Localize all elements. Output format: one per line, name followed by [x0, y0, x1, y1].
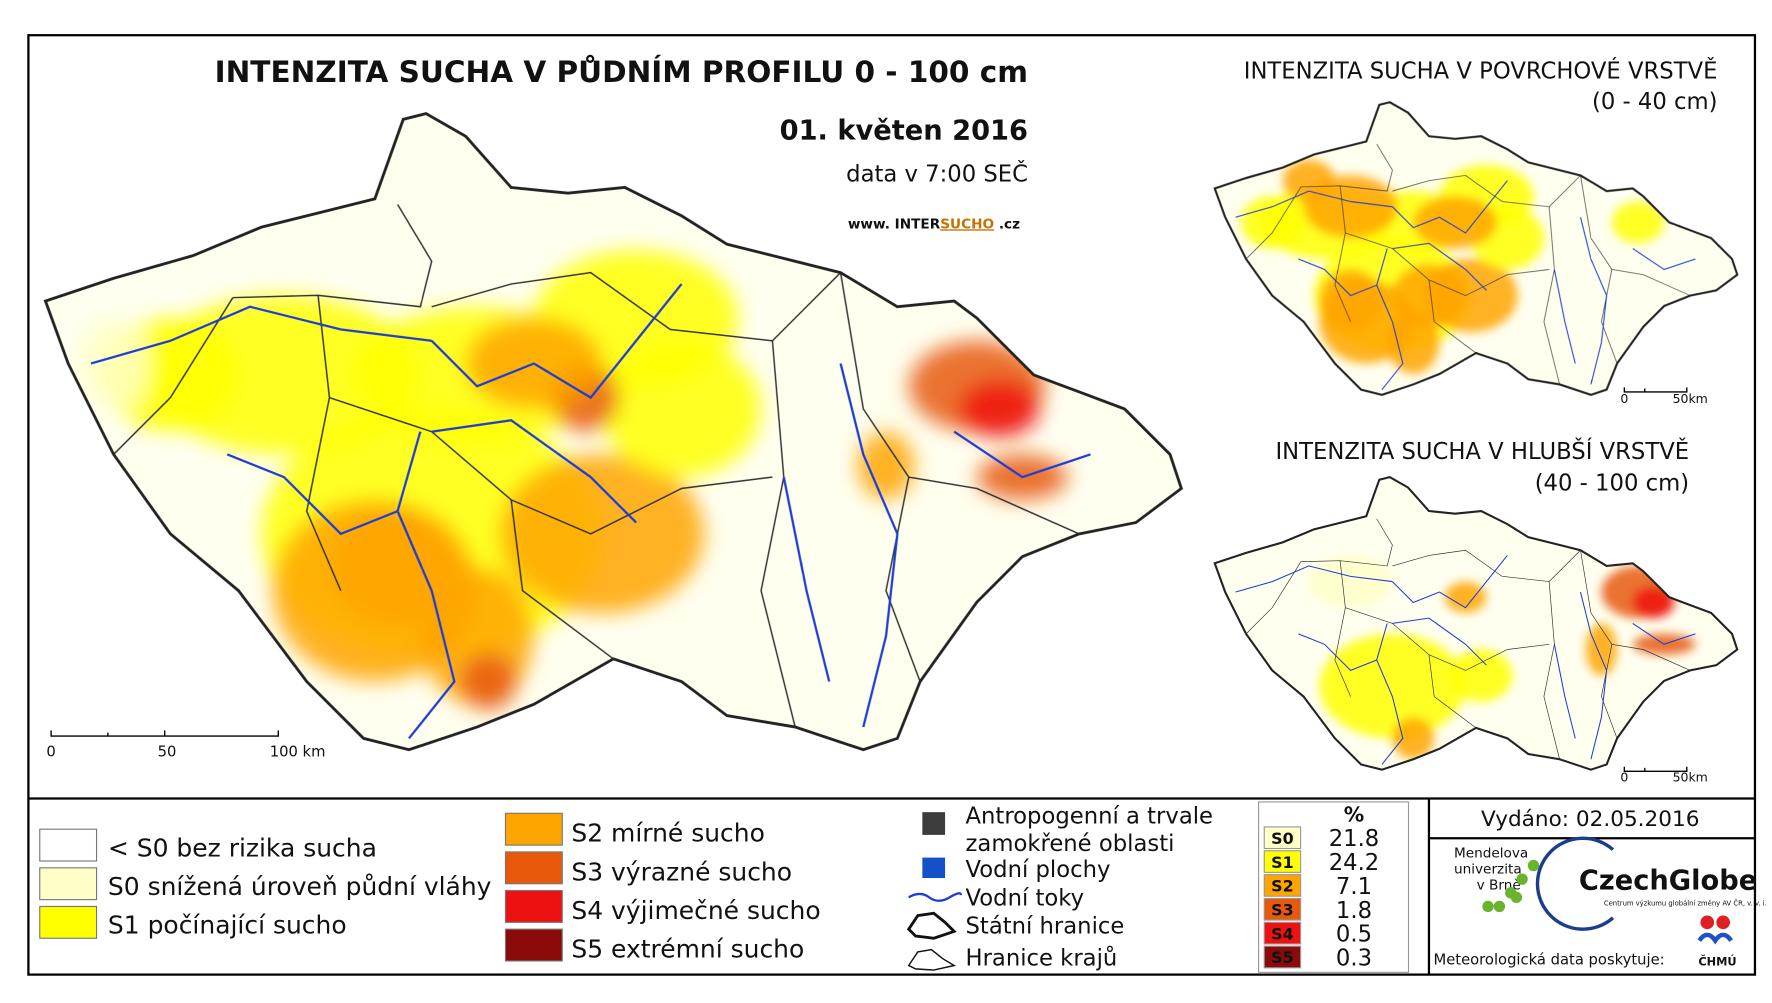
stats-class: S4 [1271, 924, 1294, 943]
anthropogenic-icon [922, 812, 945, 835]
legend-swatch [505, 852, 562, 884]
drought-area [1241, 196, 1304, 248]
website-part: SUCHO [940, 216, 994, 232]
scale-label: 100 km [270, 744, 326, 761]
stats-class: S1 [1271, 853, 1294, 872]
legend-swatch [505, 929, 562, 961]
scale-label: 50km [1673, 391, 1708, 406]
legend-label: Hranice krajů [966, 945, 1118, 972]
stats-class: S0 [1271, 829, 1294, 848]
drought-area [1392, 264, 1465, 327]
czechglobe-sub: Centrum výzkumu globální změny AV ČR, v.… [1604, 898, 1767, 907]
water-icon [922, 858, 945, 878]
page: INTENZITA SUCHA V PŮDNÍM PROFILU 0 - 100… [0, 0, 1772, 1003]
stats-value: 0.5 [1336, 922, 1372, 948]
legend-label: S0 snížená úroveň půdní vláhy [108, 872, 492, 901]
drought-area [1319, 269, 1382, 332]
drought-area [1319, 634, 1465, 739]
legend-label: S2 mírné sucho [571, 819, 765, 848]
scale-label: 50km [1673, 769, 1708, 784]
drought-area [329, 511, 465, 625]
stats-value: 0.3 [1336, 946, 1372, 972]
website: www. INTERSUCHO .cz [848, 216, 1020, 232]
stats-value: 24.2 [1329, 850, 1380, 876]
deep-depth: (40 - 100 cm) [1535, 471, 1689, 497]
drought-area [500, 454, 704, 613]
scale-label: 0 [1620, 769, 1628, 784]
stats-class: S5 [1271, 948, 1294, 967]
legend-swatch [505, 813, 562, 845]
legend-label: zamokřené oblasti [966, 831, 1175, 857]
chmu: ČHMÚ [1698, 955, 1736, 969]
stats-header: % [1344, 802, 1364, 826]
stats-value: 1.8 [1336, 898, 1372, 924]
scale-label: 50 [158, 744, 177, 761]
website-part: .cz [994, 216, 1020, 232]
legend-swatch [505, 891, 562, 923]
legend-swatch [40, 868, 97, 900]
legend-swatch [40, 829, 97, 861]
scale-label: 0 [1620, 391, 1628, 406]
legend-label: < S0 bez rizika sucha [108, 833, 377, 862]
issued: Vydáno: 02.05.2016 [1481, 807, 1699, 832]
legend-label: S4 výjimečné sucho [571, 896, 820, 925]
drought-area [460, 653, 517, 710]
drought-area [1450, 650, 1513, 702]
deep-title: INTENZITA SUCHA V HLUBŠÍ VRSTVĚ [1275, 437, 1689, 465]
drought-area [80, 318, 148, 409]
czechglobe: CzechGlobe [1579, 865, 1757, 896]
meteo: Meteorologická data poskytuje: [1434, 951, 1665, 968]
legend-label: S1 počínající sucho [108, 911, 347, 940]
drought-area [602, 341, 761, 477]
main-title: INTENZITA SUCHA V PŮDNÍM PROFILU 0 - 100… [215, 53, 1028, 89]
stats-value: 21.8 [1329, 826, 1380, 852]
data-time: data v 7:00 SEČ [846, 160, 1028, 188]
legend-label: S5 extrémní sucho [571, 935, 804, 964]
surface-title: INTENZITA SUCHA V POVRCHOVÉ VRSTVĚ [1244, 56, 1718, 84]
legend-label: S3 výrazné sucho [571, 857, 792, 886]
legend-label: Vodní plochy [966, 857, 1111, 883]
stats-class: S3 [1271, 901, 1294, 920]
legend-label: Státní hranice [966, 914, 1125, 940]
drought-area [1309, 555, 1393, 607]
stats-class: S2 [1271, 877, 1294, 896]
mendel-text: Mendelova [1454, 846, 1528, 862]
scale-label: 0 [46, 744, 55, 761]
drought-area [960, 381, 1040, 438]
stats-value: 7.1 [1336, 874, 1372, 900]
legend-label: Vodní toky [966, 885, 1085, 911]
date: 01. květen 2016 [780, 116, 1028, 147]
mendel-text: univerzita [1454, 862, 1522, 878]
legend-swatch [40, 906, 97, 938]
website-part: www. INTER [848, 216, 941, 232]
legend-label: Antropogenní a trvale [966, 804, 1214, 830]
surface-depth: (0 - 40 cm) [1592, 89, 1718, 115]
